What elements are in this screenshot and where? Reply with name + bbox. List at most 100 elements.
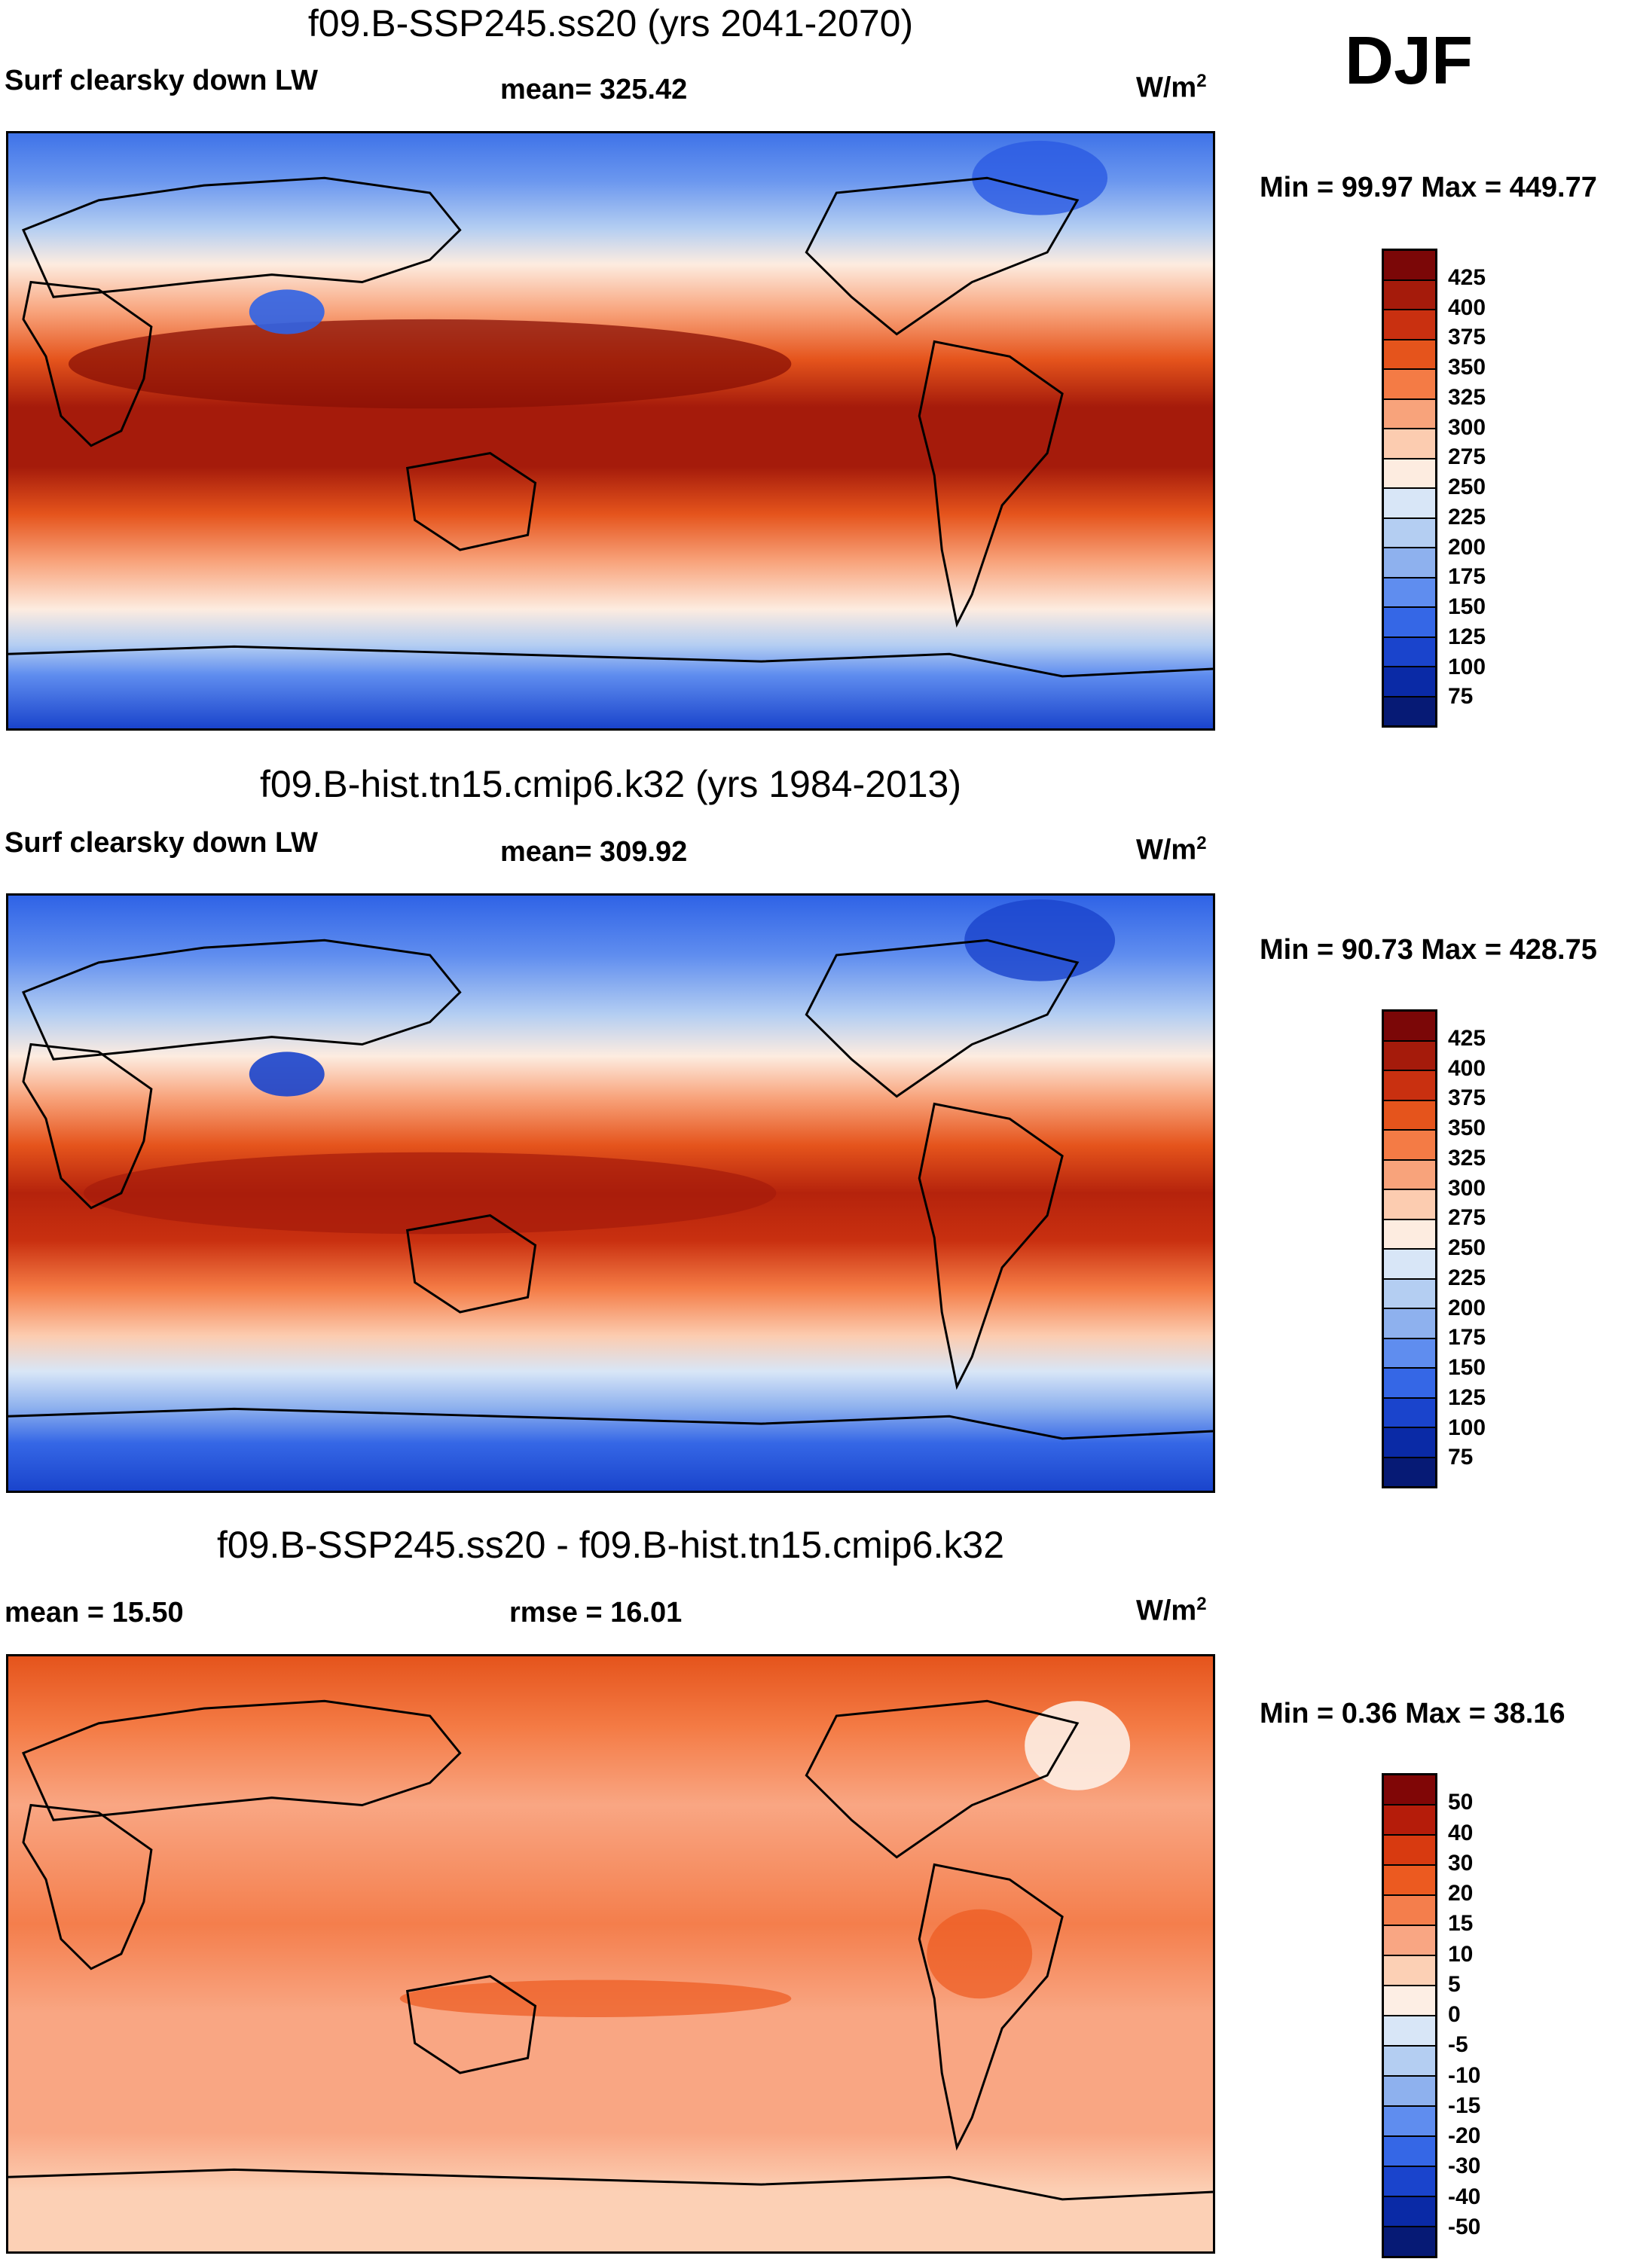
panel3-title: f09.B-SSP245.ss20 - f09.B-hist.tn15.cmip… <box>217 1524 1004 1566</box>
panel3-colorbar-tick-label: 30 <box>1448 1850 1474 1876</box>
panel1-colorbar-tick-label: 200 <box>1448 534 1486 560</box>
panel3-map <box>6 1654 1215 2254</box>
panel3-colorbar-bin <box>1384 1836 1435 1866</box>
panel3-rmse: rmse = 16.01 <box>509 1597 683 1629</box>
panel3-colorbar-tick-label: 15 <box>1448 1911 1474 1937</box>
panel1-mean: mean= 325.42 <box>500 74 688 105</box>
panel2-minmax: Min = 90.73 Max = 428.75 <box>1260 934 1597 966</box>
panel3-colorbar-tick-label: -10 <box>1448 2062 1481 2088</box>
panel2-colorbar-tick-label: 75 <box>1448 1445 1474 1470</box>
panel2-colorbar-bin <box>1384 1250 1435 1280</box>
panel3-colorbar-tick-label: -20 <box>1448 2123 1481 2148</box>
panel2-map-field <box>8 896 1213 1491</box>
panel1-colorbar-tick-label: 250 <box>1448 475 1486 499</box>
panel1-colorbar-tick-label: 100 <box>1448 654 1486 679</box>
panel1-colorbar-bin <box>1384 697 1435 725</box>
panel2-colorbar-bin <box>1384 1041 1435 1071</box>
panel3-map-field <box>8 1656 1213 2251</box>
panel2-colorbar-bin <box>1384 1339 1435 1369</box>
panel3-colorbar-tick-label: 20 <box>1448 1881 1474 1906</box>
panel3-colorbar-bin <box>1384 2047 1435 2077</box>
panel3-colorbar-bin <box>1384 2107 1435 2137</box>
panel3-colorbar-tick-label: -15 <box>1448 2092 1481 2118</box>
panel1-colorbar-bin <box>1384 489 1435 519</box>
panel3-colorbar-tick-label: 10 <box>1448 1941 1474 1967</box>
panel3-colorbar-bin <box>1384 1806 1435 1836</box>
panel3-minmax: Min = 0.36 Max = 38.16 <box>1260 1698 1565 1729</box>
panel3-colorbar-bin <box>1384 2077 1435 2107</box>
panel1-colorbar-bin <box>1384 518 1435 548</box>
panel1-colorbar-bin <box>1384 459 1435 489</box>
panel1-colorbar-bin <box>1384 310 1435 340</box>
panel2-variable-label: Surf clearsky down LW <box>5 827 318 859</box>
panel1-colorbar-tick-label: 325 <box>1448 384 1486 410</box>
panel1-colorbar-tick-label: 275 <box>1448 444 1486 470</box>
panel1-colorbar-bin <box>1384 667 1435 697</box>
panel2-colorbar-bin <box>1384 1071 1435 1101</box>
panel2-colorbar-bin <box>1384 1279 1435 1309</box>
panel3-colorbar-bin <box>1384 2197 1435 2227</box>
panel2-colorbar-bin <box>1384 1100 1435 1131</box>
panel2-colorbar-tick-label: 100 <box>1448 1415 1486 1440</box>
panel3-colorbar-bin <box>1384 2137 1435 2167</box>
panel2-colorbar-tick-label: 325 <box>1448 1145 1486 1171</box>
panel1-colorbar-bin <box>1384 578 1435 608</box>
panel3-colorbar-tick-label: 40 <box>1448 1820 1474 1845</box>
panel1-colorbar-bin <box>1384 548 1435 578</box>
panel1-minmax: Min = 99.97 Max = 449.77 <box>1260 172 1597 203</box>
panel3-colorbar-bin <box>1384 2227 1435 2256</box>
panel2-colorbar-bin <box>1384 1219 1435 1250</box>
panel2-colorbar-bin <box>1384 1458 1435 1486</box>
panel3-colorbar-tick-label: -5 <box>1448 2032 1468 2058</box>
panel3-units: W/m2 <box>1136 1594 1207 1627</box>
panel2-colorbar-bin <box>1384 1428 1435 1458</box>
panel1-colorbar-tick-label: 175 <box>1448 564 1486 590</box>
panel1-map <box>6 131 1215 731</box>
panel3-colorbar-bin <box>1384 1896 1435 1926</box>
season-label: DJF <box>1345 23 1474 99</box>
panel2-colorbar-bin <box>1384 1012 1435 1042</box>
panel2-colorbar-tick-label: 300 <box>1448 1175 1486 1201</box>
panel2-map <box>6 893 1215 1493</box>
panel2-colorbar-tick-label: 125 <box>1448 1384 1486 1410</box>
panel1-title: f09.B-SSP245.ss20 (yrs 2041-2070) <box>307 2 914 44</box>
panel3-colorbar-tick-label: -40 <box>1448 2184 1481 2209</box>
panel3-colorbar-bin <box>1384 1775 1435 1806</box>
panel3-colorbar-bin <box>1384 1926 1435 1956</box>
panel1-colorbar-tick-label: 425 <box>1448 264 1486 290</box>
panel3-colorbar-tick-label: -30 <box>1448 2154 1481 2179</box>
panel1-map-field <box>8 133 1213 728</box>
panel2-colorbar-bin <box>1384 1160 1435 1190</box>
panel1-colorbar-tick-label: 225 <box>1448 504 1486 530</box>
panel2-colorbar-bin <box>1384 1131 1435 1161</box>
panel2-colorbar-tick-label: 200 <box>1448 1295 1486 1320</box>
panel2-colorbar <box>1382 1009 1437 1488</box>
panel2-colorbar-bin <box>1384 1369 1435 1399</box>
panel3-colorbar-tick-label: 50 <box>1448 1790 1474 1815</box>
panel2-colorbar-tick-label: 225 <box>1448 1265 1486 1290</box>
panel2-colorbar-bin <box>1384 1398 1435 1428</box>
panel3-colorbar-tick-label: -50 <box>1448 2214 1481 2239</box>
panel3-colorbar-bin <box>1384 1956 1435 1986</box>
panel1-colorbar-tick-label: 150 <box>1448 594 1486 619</box>
panel2-colorbar-tick-label: 250 <box>1448 1235 1486 1260</box>
panel3-colorbar-bin <box>1384 1986 1435 2016</box>
panel1-colorbar-tick-label: 350 <box>1448 355 1486 380</box>
panel2-colorbar-tick-label: 350 <box>1448 1116 1486 1140</box>
panel1-colorbar-bin <box>1384 251 1435 281</box>
panel1-colorbar-bin <box>1384 399 1435 429</box>
panel1-colorbar-bin <box>1384 637 1435 667</box>
panel1-colorbar-bin <box>1384 429 1435 459</box>
panel2-colorbar-bin <box>1384 1190 1435 1220</box>
panel1-colorbar-bin <box>1384 280 1435 310</box>
panel2-colorbar-tick-label: 400 <box>1448 1055 1486 1081</box>
panel3-colorbar-bin <box>1384 2167 1435 2197</box>
panel2-colorbar-tick-label: 150 <box>1448 1355 1486 1380</box>
panel1-colorbar <box>1382 249 1437 728</box>
panel3-mean: mean = 15.50 <box>5 1597 184 1629</box>
panel1-colorbar-tick-label: 400 <box>1448 295 1486 320</box>
panel2-mean: mean= 309.92 <box>500 836 688 868</box>
panel1-variable-label: Surf clearsky down LW <box>5 65 318 96</box>
panel1-colorbar-bin <box>1384 370 1435 400</box>
panel2-colorbar-tick-label: 425 <box>1448 1025 1486 1051</box>
